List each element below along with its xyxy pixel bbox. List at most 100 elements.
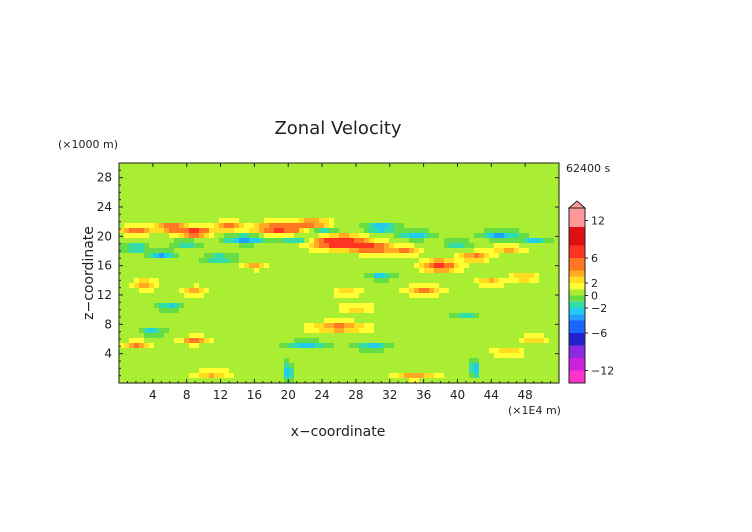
heatmap-cell	[319, 193, 325, 199]
heatmap-cell	[284, 213, 290, 219]
heatmap-cell	[204, 243, 210, 249]
heatmap-cell	[409, 243, 415, 249]
heatmap-cell	[404, 233, 410, 239]
heatmap-cell	[279, 263, 285, 269]
heatmap-cell	[179, 193, 185, 199]
heatmap-cell	[309, 323, 315, 329]
heatmap-cell	[479, 198, 485, 204]
heatmap-cell	[279, 233, 285, 239]
heatmap-cell	[129, 268, 135, 274]
heatmap-cell	[209, 178, 215, 184]
heatmap-cell	[119, 308, 125, 314]
heatmap-cell	[449, 238, 455, 244]
heatmap-cell	[514, 258, 520, 264]
heatmap-cell	[184, 243, 190, 249]
heatmap-cell	[359, 238, 365, 244]
heatmap-cell	[504, 173, 510, 179]
heatmap-cell	[189, 278, 195, 284]
heatmap-cell	[179, 183, 185, 189]
heatmap-cell	[329, 313, 335, 319]
heatmap-cell	[154, 218, 160, 224]
heatmap-cell	[479, 333, 485, 339]
heatmap-cell	[204, 378, 210, 384]
heatmap-cell	[209, 278, 215, 284]
heatmap-cell	[429, 293, 435, 299]
heatmap-cell	[459, 373, 465, 379]
heatmap-cell	[549, 203, 555, 209]
heatmap-cell	[414, 363, 420, 369]
heatmap-cell	[539, 178, 545, 184]
heatmap-cell	[184, 323, 190, 329]
heatmap-cell	[139, 238, 145, 244]
heatmap-cell	[384, 278, 390, 284]
heatmap-cell	[279, 243, 285, 249]
heatmap-cell	[424, 353, 430, 359]
heatmap-cell	[449, 283, 455, 289]
heatmap-cell	[184, 248, 190, 254]
heatmap-cell	[374, 318, 380, 324]
heatmap-cell	[364, 348, 370, 354]
heatmap-cell	[309, 373, 315, 379]
heatmap-cell	[489, 353, 495, 359]
heatmap-cell	[304, 258, 310, 264]
heatmap-cell	[459, 293, 465, 299]
heatmap-cell	[364, 163, 370, 169]
heatmap-cell	[364, 263, 370, 269]
heatmap-cell	[404, 243, 410, 249]
heatmap-cell	[259, 203, 265, 209]
heatmap-cell	[164, 228, 170, 234]
heatmap-cell	[144, 358, 150, 364]
heatmap-cell	[394, 343, 400, 349]
heatmap-cell	[319, 368, 325, 374]
heatmap-cell	[299, 358, 305, 364]
heatmap-cell	[404, 308, 410, 314]
heatmap-cell	[464, 293, 470, 299]
heatmap-cell	[539, 273, 545, 279]
heatmap-cell	[344, 293, 350, 299]
heatmap-cell	[229, 188, 235, 194]
heatmap-cell	[239, 198, 245, 204]
heatmap-cell	[449, 258, 455, 264]
heatmap-cell	[509, 278, 515, 284]
heatmap-cell	[299, 368, 305, 374]
heatmap-cell	[469, 293, 475, 299]
heatmap-cell	[324, 378, 330, 384]
heatmap-cell	[494, 178, 500, 184]
heatmap-cell	[374, 308, 380, 314]
heatmap-cell	[414, 283, 420, 289]
heatmap-cell	[124, 253, 130, 259]
heatmap-cell	[509, 183, 515, 189]
heatmap-cell	[154, 188, 160, 194]
heatmap-cell	[259, 213, 265, 219]
heatmap-cell	[444, 223, 450, 229]
heatmap-cell	[529, 273, 535, 279]
heatmap-cell	[539, 233, 545, 239]
heatmap-cell	[284, 338, 290, 344]
heatmap-cell	[549, 188, 555, 194]
heatmap-cell	[489, 293, 495, 299]
heatmap-cell	[544, 238, 550, 244]
heatmap-cell	[389, 163, 395, 169]
heatmap-cell	[509, 218, 515, 224]
heatmap-cell	[139, 188, 145, 194]
heatmap-cell	[524, 258, 530, 264]
heatmap-cell	[484, 263, 490, 269]
heatmap-cell	[219, 308, 225, 314]
heatmap-cell	[359, 213, 365, 219]
heatmap-cell	[444, 303, 450, 309]
heatmap-cell	[554, 258, 560, 264]
heatmap-cell	[484, 238, 490, 244]
heatmap-cell	[319, 253, 325, 259]
heatmap-cell	[299, 283, 305, 289]
heatmap-cell	[479, 208, 485, 214]
heatmap-cell	[354, 288, 360, 294]
heatmap-cell	[164, 298, 170, 304]
heatmap-cell	[359, 223, 365, 229]
heatmap-cell	[439, 198, 445, 204]
heatmap-cell	[149, 353, 155, 359]
heatmap-cell	[324, 248, 330, 254]
heatmap-cell	[394, 218, 400, 224]
heatmap-cell	[534, 218, 540, 224]
heatmap-cell	[119, 323, 125, 329]
heatmap-cell	[529, 303, 535, 309]
